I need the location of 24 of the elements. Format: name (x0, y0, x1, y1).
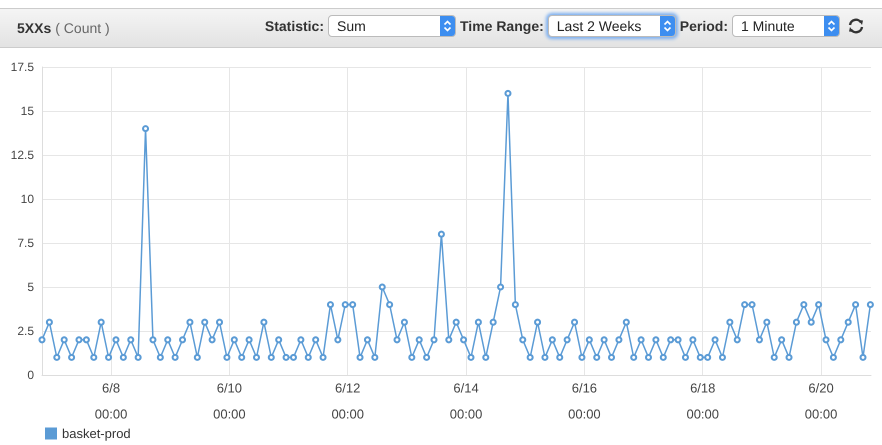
text: Period: (680, 18, 728, 34)
x-tick-label: 6/16 00:00 (568, 380, 601, 422)
x-tick-label: 6/20 00:00 (804, 380, 838, 422)
y-tick-label: 7.5 (17, 236, 34, 250)
y-tick-label: 2.5 (17, 324, 34, 338)
text: Statistic: (264, 18, 324, 34)
x-tick-label: 6/10 00:00 (213, 380, 246, 422)
y-tick-label: 15 (20, 104, 34, 118)
y-tick-label: 5 (27, 280, 34, 294)
chart-title: 5XXs (17, 20, 52, 36)
legend-label: basket-prod (62, 426, 131, 441)
text: 1 Minute (741, 18, 795, 34)
y-tick-label: 17.5 (10, 60, 34, 74)
y-tick-label: 10 (20, 192, 34, 206)
text: Sum (337, 18, 366, 34)
y-tick-label: 0 (27, 368, 34, 382)
y-tick-label: 12.5 (10, 148, 34, 162)
x-tick-label: 6/18 00:00 (686, 380, 720, 422)
x-tick-label: 6/14 00:00 (450, 380, 482, 422)
text: Time Range: (460, 18, 544, 34)
chart-subtitle: ( Count ) (55, 20, 110, 36)
x-tick-label: 6/12 00:00 (331, 380, 364, 422)
x-tick-label: 6/8 00:00 (94, 380, 128, 422)
text: Last 2 Weeks (556, 18, 642, 34)
